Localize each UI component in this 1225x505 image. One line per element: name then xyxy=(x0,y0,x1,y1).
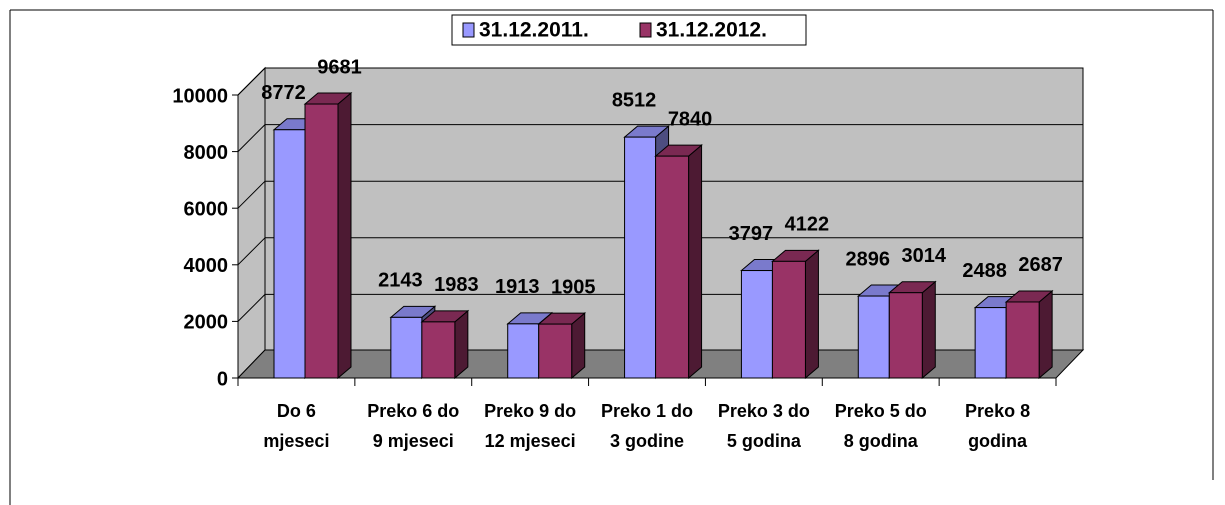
value-label: 2687 xyxy=(1018,254,1063,276)
value-label: 2488 xyxy=(962,260,1007,282)
side-wall xyxy=(237,66,266,380)
x-tick-label: Preko 8 xyxy=(965,401,1030,421)
legend-swatch xyxy=(462,22,475,38)
value-label: 1905 xyxy=(551,276,596,298)
bar-side xyxy=(921,280,936,380)
bar xyxy=(507,323,540,379)
bar xyxy=(390,316,423,379)
value-label: 3797 xyxy=(729,223,774,245)
grid-line xyxy=(237,124,266,152)
y-tick-label: 6000 xyxy=(184,198,229,220)
value-label: 2143 xyxy=(378,270,423,292)
grid-line xyxy=(237,180,266,209)
x-tick-label: mjeseci xyxy=(263,431,329,451)
grid-line xyxy=(237,294,266,322)
value-label: 1913 xyxy=(495,276,540,298)
bar xyxy=(273,129,306,379)
grid-line xyxy=(237,67,266,96)
y-tick-label: 4000 xyxy=(184,255,229,277)
legend-swatch xyxy=(639,22,652,38)
bar xyxy=(538,323,573,379)
bar xyxy=(624,136,657,379)
x-tick-label: Preko 6 do xyxy=(367,401,459,421)
bar xyxy=(974,307,1007,379)
value-label: 8772 xyxy=(261,82,306,104)
bar xyxy=(1005,301,1040,379)
value-label: 3014 xyxy=(902,245,947,267)
bar-side xyxy=(688,144,703,380)
value-label: 7840 xyxy=(668,108,713,130)
y-tick-label: 8000 xyxy=(184,142,229,164)
x-tick-label: Preko 5 do xyxy=(835,401,927,421)
y-tick-label: 10000 xyxy=(172,85,228,107)
bar xyxy=(740,270,773,379)
legend-label: 31.12.2011. xyxy=(479,19,589,42)
x-tick-label: Preko 3 do xyxy=(718,401,810,421)
value-label: 2896 xyxy=(846,248,891,270)
x-tick-label: 5 godina xyxy=(727,431,802,451)
bar-side xyxy=(804,249,819,380)
value-label: 9681 xyxy=(317,56,362,78)
x-tick-label: godina xyxy=(968,431,1028,451)
bar-side xyxy=(1038,289,1053,380)
bar xyxy=(655,155,690,379)
x-tick-label: 3 godine xyxy=(610,431,684,451)
bar xyxy=(888,292,923,379)
x-tick-label: 8 godina xyxy=(844,431,919,451)
value-label: 8512 xyxy=(612,89,657,111)
value-label: 1983 xyxy=(434,274,479,296)
x-tick-label: Preko 1 do xyxy=(601,401,693,421)
x-tick-label: Preko 9 do xyxy=(484,401,576,421)
x-tick-label: 9 mjeseci xyxy=(373,431,454,451)
legend-label: 31.12.2012. xyxy=(656,19,767,42)
bar-side xyxy=(337,91,352,380)
legend xyxy=(451,14,807,46)
bar-side xyxy=(454,309,469,380)
grid-line xyxy=(237,237,266,266)
y-tick-label: 2000 xyxy=(184,312,229,334)
bar xyxy=(771,260,806,379)
x-tick-label: 12 mjeseci xyxy=(485,431,576,451)
bar xyxy=(421,321,456,379)
value-label: 4122 xyxy=(785,214,830,236)
x-tick-label: Do 6 xyxy=(277,401,316,421)
bar xyxy=(304,103,339,379)
bar xyxy=(857,295,890,379)
y-tick-label: 0 xyxy=(217,368,228,390)
